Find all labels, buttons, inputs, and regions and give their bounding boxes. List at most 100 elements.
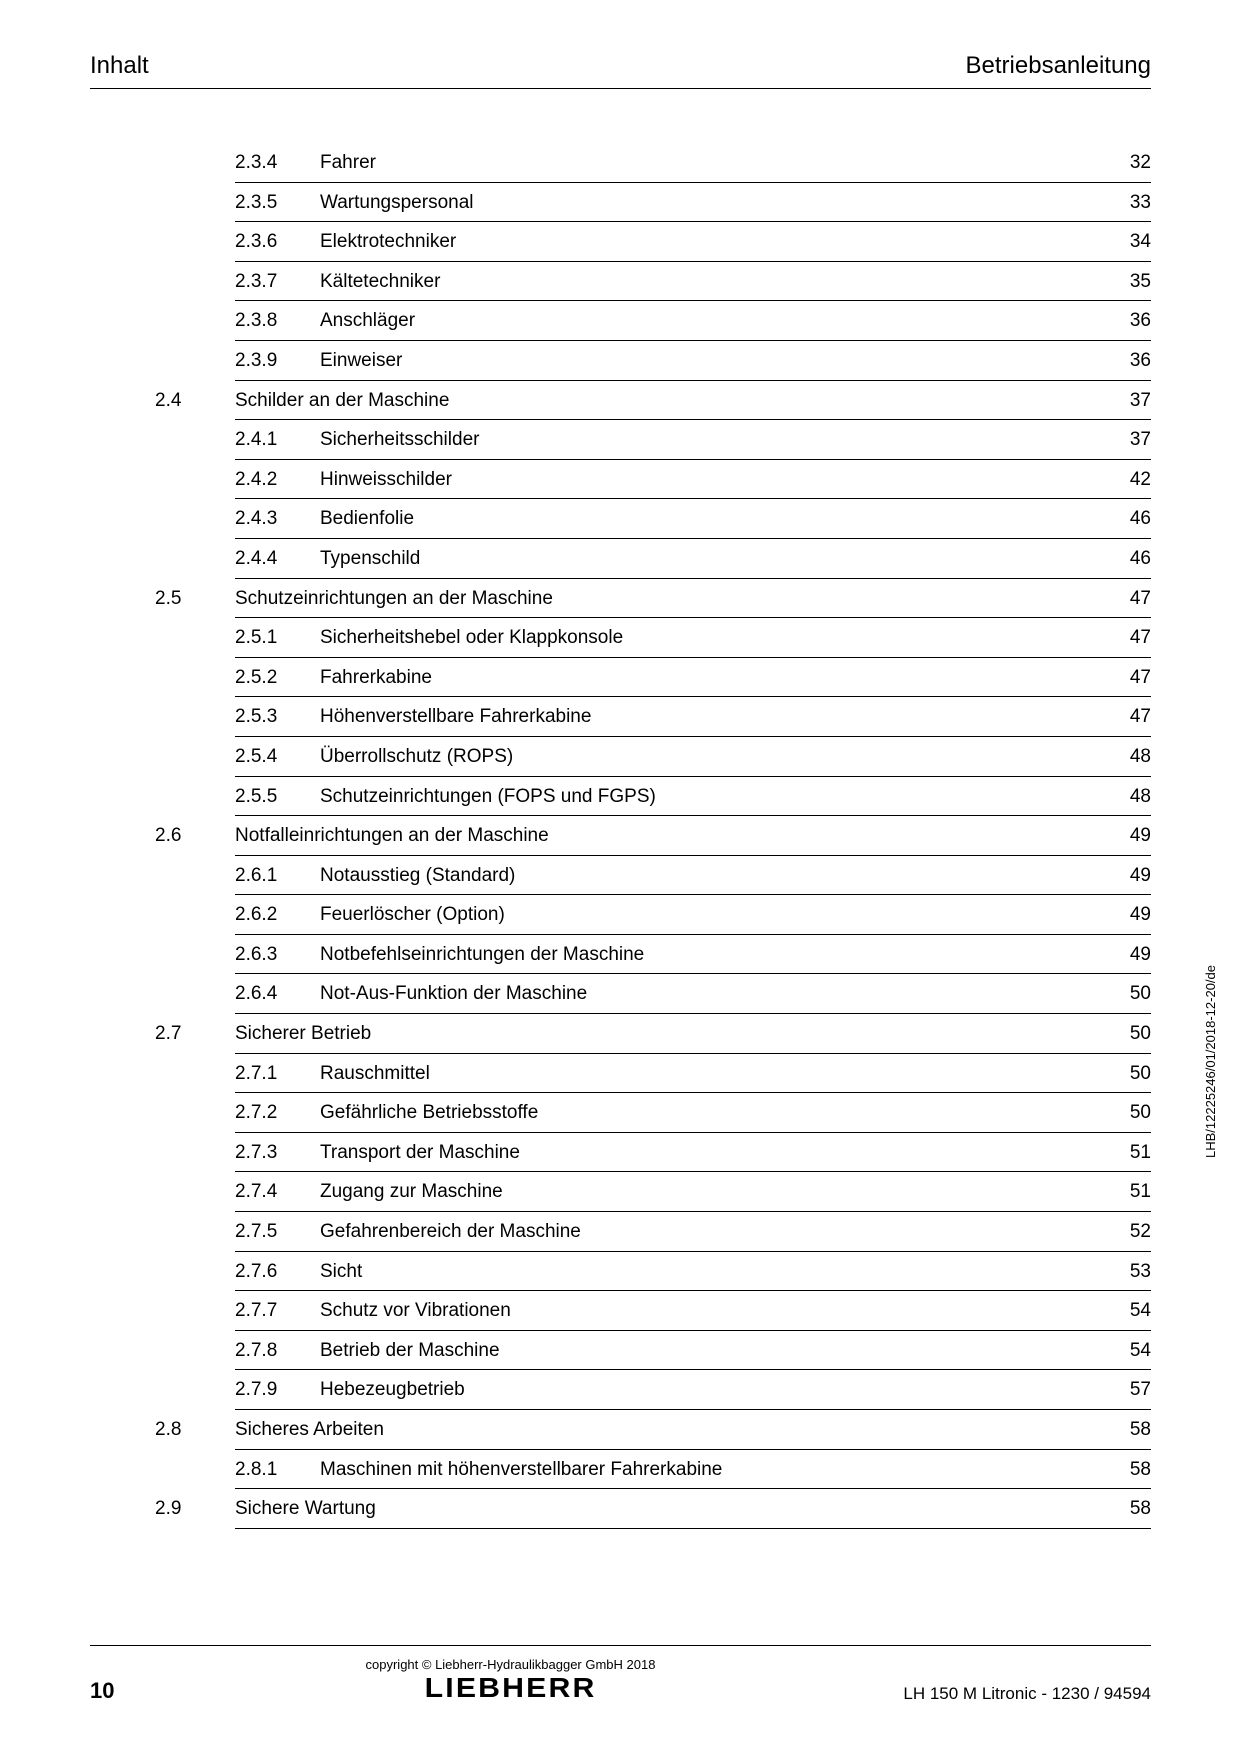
toc-row: 2.7.9Hebezeugbetrieb57 bbox=[235, 1370, 1151, 1410]
toc-title: Schilder an der Maschine bbox=[235, 388, 1091, 415]
toc-title: Sicherheitshebel oder Klappkonsole bbox=[320, 625, 1091, 652]
toc-row: 2.3.9Einweiser36 bbox=[235, 341, 1151, 381]
copyright-text: copyright © Liebherr-Hydraulikbagger Gmb… bbox=[170, 1657, 851, 1672]
toc-row: 2.3.4Fahrer32 bbox=[235, 143, 1151, 183]
toc-page-number: 49 bbox=[1091, 863, 1151, 890]
toc-page-number: 47 bbox=[1091, 625, 1151, 652]
toc-page-number: 47 bbox=[1091, 665, 1151, 692]
toc-subsection-number: 2.7.5 bbox=[235, 1219, 320, 1246]
toc-subsection-number: 2.5.3 bbox=[235, 704, 320, 731]
toc-subsection-number: 2.4.3 bbox=[235, 506, 320, 533]
toc-row: 2.9Sichere Wartung58 bbox=[235, 1489, 1151, 1529]
toc-row: 2.7.3Transport der Maschine51 bbox=[235, 1133, 1151, 1173]
page: Inhalt Betriebsanleitung 2.3.4Fahrer322.… bbox=[0, 0, 1241, 1754]
page-header: Inhalt Betriebsanleitung bbox=[90, 52, 1151, 89]
toc-subsection-number: 2.6.1 bbox=[235, 863, 320, 890]
toc-title: Hebezeugbetrieb bbox=[320, 1377, 1091, 1404]
toc-page-number: 32 bbox=[1091, 150, 1151, 177]
toc-row: 2.3.5Wartungspersonal33 bbox=[235, 183, 1151, 223]
toc-title: Notfalleinrichtungen an der Maschine bbox=[235, 823, 1091, 850]
toc-row: 2.5.5Schutzeinrichtungen (FOPS und FGPS)… bbox=[235, 777, 1151, 817]
toc-page-number: 54 bbox=[1091, 1338, 1151, 1365]
toc-title: Wartungspersonal bbox=[320, 190, 1091, 217]
toc-subsection-number: 2.7.8 bbox=[235, 1338, 320, 1365]
toc-row: 2.7.2Gefährliche Betriebsstoffe50 bbox=[235, 1093, 1151, 1133]
toc-section-number: 2.8 bbox=[155, 1417, 235, 1444]
toc-page-number: 57 bbox=[1091, 1377, 1151, 1404]
footer-model-info: LH 150 M Litronic - 1230 / 94594 bbox=[851, 1684, 1151, 1704]
footer-rule bbox=[90, 1645, 1151, 1646]
toc-row: 2.7.5Gefahrenbereich der Maschine52 bbox=[235, 1212, 1151, 1252]
toc-subsection-number: 2.3.8 bbox=[235, 308, 320, 335]
toc-title: Anschläger bbox=[320, 308, 1091, 335]
toc-row: 2.3.6Elektrotechniker34 bbox=[235, 222, 1151, 262]
toc-page-number: 37 bbox=[1091, 427, 1151, 454]
toc-row: 2.7.4Zugang zur Maschine51 bbox=[235, 1172, 1151, 1212]
toc-row: 2.6Notfalleinrichtungen an der Maschine4… bbox=[235, 816, 1151, 856]
side-reference-code: LHB/12225246/01/2018-12-20/de bbox=[1203, 965, 1218, 1158]
toc-row: 2.4.3Bedienfolie46 bbox=[235, 499, 1151, 539]
toc-title: Fahrer bbox=[320, 150, 1091, 177]
toc-title: Bedienfolie bbox=[320, 506, 1091, 533]
toc-row: 2.7Sicherer Betrieb50 bbox=[235, 1014, 1151, 1054]
toc-title: Überrollschutz (ROPS) bbox=[320, 744, 1091, 771]
header-left: Inhalt bbox=[90, 52, 149, 80]
toc-subsection-number: 2.3.9 bbox=[235, 348, 320, 375]
toc-subsection-number: 2.5.1 bbox=[235, 625, 320, 652]
toc-title: Sicherheitsschilder bbox=[320, 427, 1091, 454]
toc-page-number: 50 bbox=[1091, 1100, 1151, 1127]
toc-page-number: 47 bbox=[1091, 586, 1151, 613]
header-right: Betriebsanleitung bbox=[966, 52, 1151, 80]
toc-title: Maschinen mit höhenverstellbarer Fahrerk… bbox=[320, 1457, 1091, 1484]
toc-row: 2.5Schutzeinrichtungen an der Maschine47 bbox=[235, 579, 1151, 619]
toc-page-number: 46 bbox=[1091, 546, 1151, 573]
toc-page-number: 49 bbox=[1091, 942, 1151, 969]
toc-row: 2.4.2Hinweisschilder42 bbox=[235, 460, 1151, 500]
toc-page-number: 36 bbox=[1091, 348, 1151, 375]
toc-subsection-number: 2.8.1 bbox=[235, 1457, 320, 1484]
toc-title: Höhenverstellbare Fahrerkabine bbox=[320, 704, 1091, 731]
toc-row: 2.7.6Sicht53 bbox=[235, 1252, 1151, 1292]
toc-page-number: 58 bbox=[1091, 1496, 1151, 1523]
toc-page-number: 58 bbox=[1091, 1417, 1151, 1444]
toc-page-number: 47 bbox=[1091, 704, 1151, 731]
toc-title: Betrieb der Maschine bbox=[320, 1338, 1091, 1365]
toc-title: Typenschild bbox=[320, 546, 1091, 573]
toc-subsection-number: 2.5.5 bbox=[235, 784, 320, 811]
toc-page-number: 51 bbox=[1091, 1140, 1151, 1167]
toc-subsection-number: 2.5.4 bbox=[235, 744, 320, 771]
toc-row: 2.6.2Feuerlöscher (Option)49 bbox=[235, 895, 1151, 935]
toc-subsection-number: 2.4.2 bbox=[235, 467, 320, 494]
toc-subsection-number: 2.7.3 bbox=[235, 1140, 320, 1167]
toc-title: Notbefehlseinrichtungen der Maschine bbox=[320, 942, 1091, 969]
toc-title: Schutzeinrichtungen (FOPS und FGPS) bbox=[320, 784, 1091, 811]
toc-subsection-number: 2.3.4 bbox=[235, 150, 320, 177]
toc-subsection-number: 2.7.2 bbox=[235, 1100, 320, 1127]
toc-page-number: 35 bbox=[1091, 269, 1151, 296]
toc-title: Schutzeinrichtungen an der Maschine bbox=[235, 586, 1091, 613]
toc-title: Elektrotechniker bbox=[320, 229, 1091, 256]
toc-page-number: 49 bbox=[1091, 902, 1151, 929]
toc-row: 2.7.7Schutz vor Vibrationen54 bbox=[235, 1291, 1151, 1331]
toc-title: Gefahrenbereich der Maschine bbox=[320, 1219, 1091, 1246]
toc-page-number: 50 bbox=[1091, 1021, 1151, 1048]
toc-row: 2.3.7Kältetechniker35 bbox=[235, 262, 1151, 302]
toc-title: Feuerlöscher (Option) bbox=[320, 902, 1091, 929]
toc-subsection-number: 2.5.2 bbox=[235, 665, 320, 692]
toc-row: 2.4.1Sicherheitsschilder37 bbox=[235, 420, 1151, 460]
toc-row: 2.6.3Notbefehlseinrichtungen der Maschin… bbox=[235, 935, 1151, 975]
toc-row: 2.5.3Höhenverstellbare Fahrerkabine47 bbox=[235, 697, 1151, 737]
toc-subsection-number: 2.7.4 bbox=[235, 1179, 320, 1206]
toc-section-number: 2.9 bbox=[155, 1496, 235, 1523]
toc-row: 2.8.1Maschinen mit höhenverstellbarer Fa… bbox=[235, 1450, 1151, 1490]
toc-row: 2.4.4Typenschild46 bbox=[235, 539, 1151, 579]
toc-row: 2.7.1Rauschmittel50 bbox=[235, 1054, 1151, 1094]
toc-page-number: 46 bbox=[1091, 506, 1151, 533]
toc-page-number: 50 bbox=[1091, 981, 1151, 1008]
toc-title: Not-Aus-Funktion der Maschine bbox=[320, 981, 1091, 1008]
toc-subsection-number: 2.7.7 bbox=[235, 1298, 320, 1325]
toc-row: 2.6.4Not-Aus-Funktion der Maschine50 bbox=[235, 974, 1151, 1014]
toc-row: 2.8Sicheres Arbeiten58 bbox=[235, 1410, 1151, 1450]
toc-row: 2.5.4Überrollschutz (ROPS)48 bbox=[235, 737, 1151, 777]
toc-page-number: 49 bbox=[1091, 823, 1151, 850]
